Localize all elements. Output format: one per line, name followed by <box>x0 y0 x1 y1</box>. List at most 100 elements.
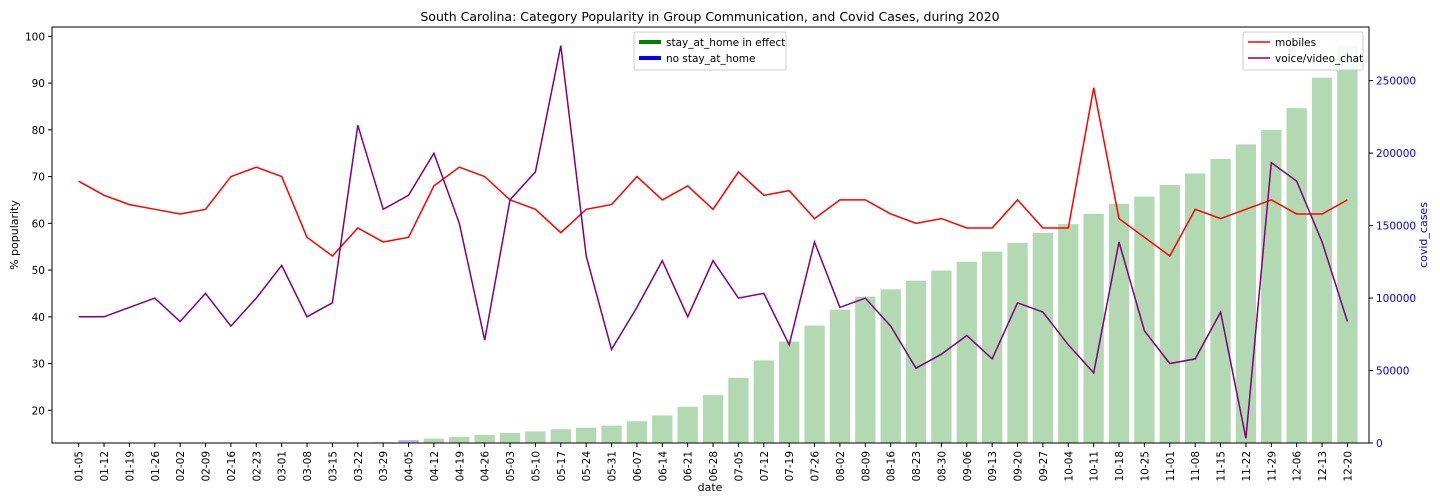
x-tick-label: 08-30 <box>936 451 948 482</box>
left-tick-label: 30 <box>32 359 45 371</box>
covid-cases-bar <box>1007 242 1028 443</box>
series-line-mobiles <box>78 87 1348 258</box>
x-tick-label: 05-03 <box>505 451 517 482</box>
left-tick-label: 70 <box>32 172 45 184</box>
left-tick-label: 50 <box>32 265 45 277</box>
x-tick-label: 03-08 <box>302 451 314 482</box>
x-tick-label: 05-10 <box>530 451 542 482</box>
x-tick-label: 06-28 <box>708 451 720 482</box>
covid-cases-bar <box>1311 77 1333 444</box>
x-tick-label: 08-09 <box>860 451 872 482</box>
covid-cases-bar <box>1159 184 1180 443</box>
x-tick-label: 03-15 <box>327 451 339 482</box>
covid-cases-bar <box>677 406 698 443</box>
chart-title: South Carolina: Category Popularity in G… <box>420 9 999 24</box>
covid-cases-bar <box>474 435 495 443</box>
x-tick-label: 04-26 <box>480 451 492 482</box>
x-tick-label: 11-15 <box>1216 451 1228 482</box>
x-tick-label: 09-13 <box>987 451 999 482</box>
x-tick-label: 07-12 <box>759 451 771 482</box>
x-tick-label: 06-21 <box>683 451 695 482</box>
covid-cases-bar <box>423 438 445 443</box>
left-tick-label: 100 <box>25 31 45 43</box>
right-axis: 0 50000 100000 150000 200000 250000 <box>1369 76 1416 450</box>
covid-cases-bar <box>626 421 648 443</box>
left-tick-label: 40 <box>32 312 45 324</box>
lines-layer <box>78 45 1349 439</box>
plot-frame <box>51 26 1370 444</box>
covid-cases-bar <box>855 296 876 443</box>
covid-cases-bar <box>982 251 1003 443</box>
x-tick-label: 09-20 <box>1013 451 1025 482</box>
covid-cases-bar <box>449 436 470 443</box>
left-tick-label: 60 <box>32 218 45 230</box>
x-tick-label: 04-05 <box>404 451 416 482</box>
covid-cases-bar <box>829 309 851 443</box>
covid-cases-bar <box>1337 45 1358 444</box>
x-tick-label: 05-24 <box>581 451 593 482</box>
x-tick-label: 07-19 <box>784 451 796 482</box>
x-tick-label: 09-27 <box>1038 451 1050 482</box>
x-tick-label: 03-29 <box>378 451 390 482</box>
right-tick-label: 150000 <box>1376 221 1416 233</box>
legend-box <box>1242 31 1364 71</box>
x-tick-label: 02-02 <box>175 451 187 482</box>
covid-cases-bar <box>728 377 749 443</box>
x-tick-label: 08-02 <box>835 451 847 482</box>
x-tick-label: 01-05 <box>74 451 86 482</box>
x-tick-label: 08-16 <box>886 451 898 482</box>
x-tick-label: 10-04 <box>1063 451 1075 482</box>
covid-cases-bar <box>1261 129 1282 443</box>
covid-cases-bar <box>931 270 952 443</box>
x-tick-label: 12-06 <box>1292 451 1304 482</box>
x-tick-label: 01-12 <box>99 451 111 482</box>
left-axis: 20 30 40 50 60 70 80 90 100 <box>25 31 52 417</box>
covid-cases-bar <box>1210 158 1231 443</box>
left-tick-label: 20 <box>32 405 45 417</box>
covid-cases-bar <box>499 432 521 443</box>
x-tick-label: 11-29 <box>1266 451 1278 482</box>
x-tick-label: 01-26 <box>150 451 162 482</box>
covid-cases-bar <box>601 425 622 443</box>
covid-cases-bar <box>1108 203 1130 443</box>
covid-cases-bar <box>576 427 597 443</box>
covid-cases-bar <box>1058 224 1079 443</box>
legend-series: mobiles voice/video_chat <box>1242 31 1364 71</box>
legend-label: mobiles <box>1275 37 1316 49</box>
right-tick-label: 250000 <box>1376 76 1416 88</box>
covid-cases-bar <box>753 360 774 443</box>
covid-cases-bar <box>1032 232 1054 443</box>
legend-label: voice/video_chat <box>1275 53 1363 65</box>
x-tick-label: 03-01 <box>277 451 289 482</box>
covid-cases-bar <box>1286 108 1307 444</box>
covid-cases-bar <box>550 429 571 443</box>
x-tick-label: 02-16 <box>226 451 238 482</box>
x-tick-label: 12-20 <box>1342 451 1354 482</box>
covid-cases-bar <box>905 280 927 443</box>
covid-cases-bar <box>1083 213 1104 443</box>
y-axis-label-right: covid_cases <box>1417 202 1430 268</box>
covid-cases-bar <box>702 395 724 443</box>
right-tick-label: 100000 <box>1376 293 1416 305</box>
x-tick-label: 05-17 <box>556 451 568 482</box>
covid-cases-bar <box>779 341 800 443</box>
x-tick-label: 02-23 <box>251 451 263 482</box>
x-tick-label: 01-19 <box>124 451 136 482</box>
x-tick-label: 06-07 <box>632 451 644 482</box>
x-axis-label: date <box>698 481 723 494</box>
covid-cases-bar <box>804 325 825 443</box>
covid-cases-bar <box>525 431 546 443</box>
covid-cases-bar <box>652 415 673 443</box>
right-tick-label: 0 <box>1376 438 1383 450</box>
x-tick-label: 08-23 <box>911 451 923 482</box>
covid-cases-bar <box>1235 144 1257 444</box>
covid-cases-bar <box>956 261 977 443</box>
right-tick-label: 50000 <box>1376 366 1409 378</box>
x-tick-label: 03-22 <box>353 451 365 482</box>
x-tick-label: 04-19 <box>454 451 466 482</box>
x-tick-label: 11-01 <box>1165 451 1177 482</box>
covid-cases-bar <box>398 440 419 443</box>
covid-cases-bar <box>1134 196 1155 443</box>
legend-label: stay_at_home in effect <box>666 37 785 49</box>
